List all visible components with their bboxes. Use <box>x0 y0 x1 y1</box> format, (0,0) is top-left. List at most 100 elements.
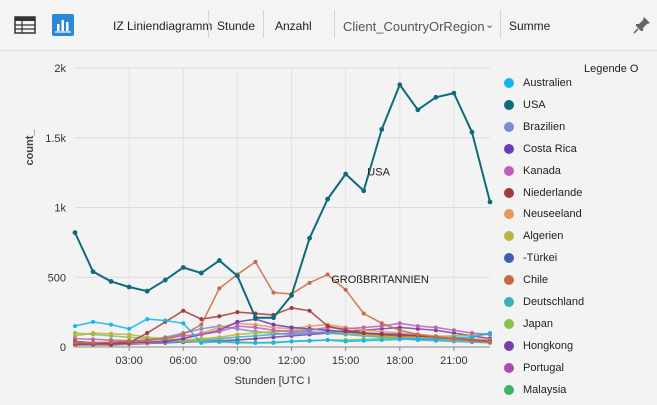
data-point[interactable] <box>181 336 186 341</box>
legend-item[interactable]: Malaysia <box>504 383 566 397</box>
data-point[interactable] <box>325 324 330 329</box>
data-point[interactable] <box>271 325 276 330</box>
data-point[interactable] <box>379 332 384 337</box>
data-point[interactable] <box>216 258 222 263</box>
data-point[interactable] <box>433 325 438 330</box>
data-point[interactable] <box>307 328 312 333</box>
data-point[interactable] <box>163 336 168 341</box>
data-point[interactable] <box>253 336 258 341</box>
split-by-select[interactable]: Client_CountryOrRegion <box>343 19 485 34</box>
data-point[interactable] <box>361 331 366 336</box>
data-point[interactable] <box>325 272 330 277</box>
data-point[interactable] <box>73 331 77 336</box>
data-point[interactable] <box>271 335 276 340</box>
series-line[interactable] <box>74 318 491 344</box>
legend-item[interactable]: Australien <box>504 76 572 90</box>
data-point[interactable] <box>199 332 204 337</box>
legend-item[interactable]: -Türkei <box>504 251 557 265</box>
legend-item[interactable]: Deutschland <box>504 295 584 309</box>
data-point[interactable] <box>235 310 240 315</box>
data-point[interactable] <box>73 336 77 341</box>
data-point[interactable] <box>433 328 438 333</box>
data-point[interactable] <box>199 336 204 341</box>
data-point[interactable] <box>361 188 367 194</box>
data-point[interactable] <box>253 322 258 327</box>
data-point[interactable] <box>253 331 258 336</box>
aggregation-field[interactable]: Summe <box>509 19 551 33</box>
data-point[interactable] <box>397 328 402 333</box>
data-point[interactable] <box>469 335 474 340</box>
data-point[interactable] <box>73 333 77 338</box>
data-point[interactable] <box>397 325 402 330</box>
data-point[interactable] <box>488 340 492 345</box>
data-point[interactable] <box>271 290 276 295</box>
data-point[interactable] <box>379 324 384 329</box>
data-point[interactable] <box>217 325 222 330</box>
data-point[interactable] <box>415 324 420 329</box>
data-point[interactable] <box>289 329 294 334</box>
data-point[interactable] <box>199 326 204 331</box>
pin-icon[interactable] <box>632 15 652 40</box>
data-point[interactable] <box>397 333 402 338</box>
data-point[interactable] <box>325 338 330 343</box>
data-point[interactable] <box>289 332 294 337</box>
series-line[interactable] <box>75 261 491 344</box>
data-point[interactable] <box>379 326 384 331</box>
data-point[interactable] <box>469 331 474 336</box>
data-point[interactable] <box>73 340 77 345</box>
data-point[interactable] <box>144 288 150 294</box>
data-point[interactable] <box>343 339 348 344</box>
data-point[interactable] <box>217 329 222 334</box>
data-point[interactable] <box>199 317 204 322</box>
data-point[interactable] <box>343 171 349 177</box>
data-point[interactable] <box>343 287 348 292</box>
data-point[interactable] <box>271 315 276 321</box>
data-point[interactable] <box>307 235 312 241</box>
data-point[interactable] <box>271 328 276 333</box>
data-point[interactable] <box>488 331 492 336</box>
data-point[interactable] <box>217 339 222 344</box>
data-point[interactable] <box>127 326 132 331</box>
data-point[interactable] <box>72 230 78 236</box>
y-axis-field[interactable]: Anzahl <box>275 19 312 33</box>
visualization-type-label[interactable]: IZ Liniendiagramm <box>113 19 213 33</box>
data-point[interactable] <box>198 270 204 276</box>
data-point[interactable] <box>127 339 132 344</box>
data-point[interactable] <box>469 338 474 343</box>
legend-item[interactable]: Neuseeland <box>504 207 582 221</box>
data-point[interactable] <box>325 328 330 333</box>
data-point[interactable] <box>163 339 168 344</box>
data-point[interactable] <box>181 308 186 313</box>
data-point[interactable] <box>217 314 222 319</box>
data-point[interactable] <box>307 280 312 285</box>
data-point[interactable] <box>253 333 258 338</box>
data-point[interactable] <box>217 286 222 291</box>
data-point[interactable] <box>235 324 240 329</box>
x-axis-field[interactable]: Stunde <box>217 19 256 33</box>
data-point[interactable] <box>181 332 186 337</box>
data-point[interactable] <box>397 82 403 88</box>
legend-item[interactable]: Costa Rica <box>504 142 577 156</box>
data-point[interactable] <box>271 340 276 345</box>
data-point[interactable] <box>145 338 150 343</box>
data-point[interactable] <box>253 315 258 321</box>
data-point[interactable] <box>217 335 222 340</box>
data-point[interactable] <box>433 335 438 340</box>
data-point[interactable] <box>433 94 439 100</box>
data-point[interactable] <box>379 321 384 326</box>
data-point[interactable] <box>415 332 420 337</box>
data-point[interactable] <box>397 321 402 326</box>
data-point[interactable] <box>73 324 77 329</box>
data-point[interactable] <box>307 338 312 343</box>
data-point[interactable] <box>253 325 258 330</box>
data-point[interactable] <box>253 340 258 345</box>
data-point[interactable] <box>379 126 385 132</box>
data-point[interactable] <box>379 338 384 343</box>
data-point[interactable] <box>145 317 150 322</box>
legend-item[interactable]: Portugal <box>504 361 564 375</box>
legend-item[interactable]: Niederlande <box>504 186 582 200</box>
data-point[interactable] <box>325 196 331 202</box>
data-point[interactable] <box>145 335 150 340</box>
series-line[interactable] <box>74 83 491 319</box>
data-point[interactable] <box>91 337 96 342</box>
